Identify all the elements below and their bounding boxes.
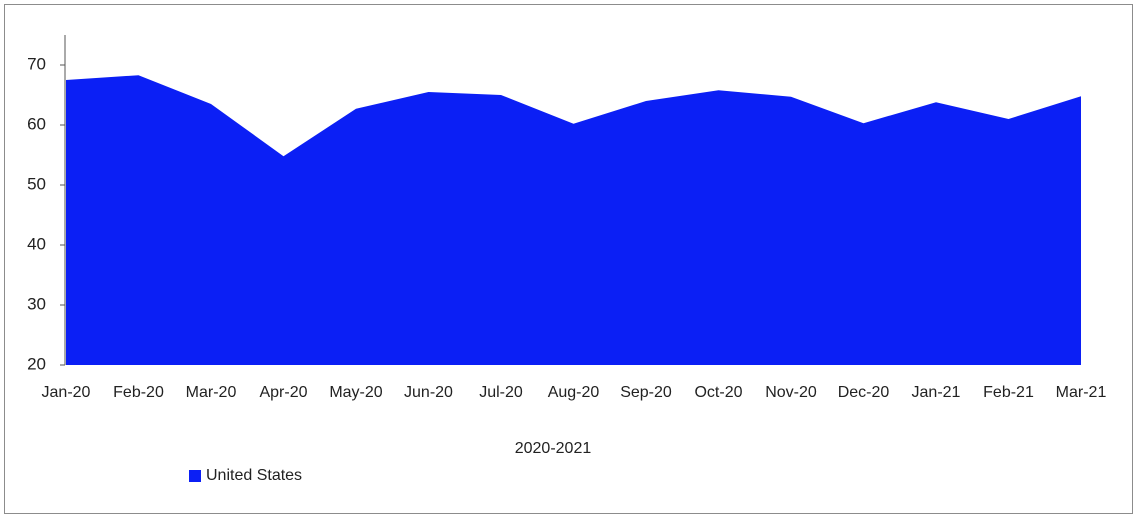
x-tick-label: Mar-21 xyxy=(1056,384,1107,401)
x-axis-label: 2020-2021 xyxy=(515,440,592,457)
y-tick-label: 70 xyxy=(27,54,46,73)
x-tick-label: Jan-21 xyxy=(912,384,961,401)
x-tick-label: Feb-20 xyxy=(113,384,164,401)
y-tick-label: 30 xyxy=(27,294,46,313)
x-tick-label: Jul-20 xyxy=(479,384,523,401)
legend-label: United States xyxy=(206,467,302,484)
x-tick-label: Jun-20 xyxy=(404,384,453,401)
x-tick-label: Dec-20 xyxy=(838,384,890,401)
x-tick-label: Aug-20 xyxy=(548,384,600,401)
y-tick-label: 60 xyxy=(27,114,46,133)
x-tick-label: Sep-20 xyxy=(620,384,672,401)
x-tick-label: Apr-20 xyxy=(259,384,307,401)
x-tick-label: Nov-20 xyxy=(765,384,817,401)
y-tick-label: 20 xyxy=(27,354,46,373)
x-tick-label: Mar-20 xyxy=(186,384,237,401)
x-tick-label: May-20 xyxy=(329,384,382,401)
y-tick-label: 50 xyxy=(27,174,46,193)
area xyxy=(66,75,1081,365)
x-tick-label: Jan-20 xyxy=(42,384,91,401)
x-tick-label: Feb-21 xyxy=(983,384,1034,401)
y-tick-label: 40 xyxy=(27,234,46,253)
legend-swatch xyxy=(189,470,201,482)
x-tick-label: Oct-20 xyxy=(694,384,742,401)
